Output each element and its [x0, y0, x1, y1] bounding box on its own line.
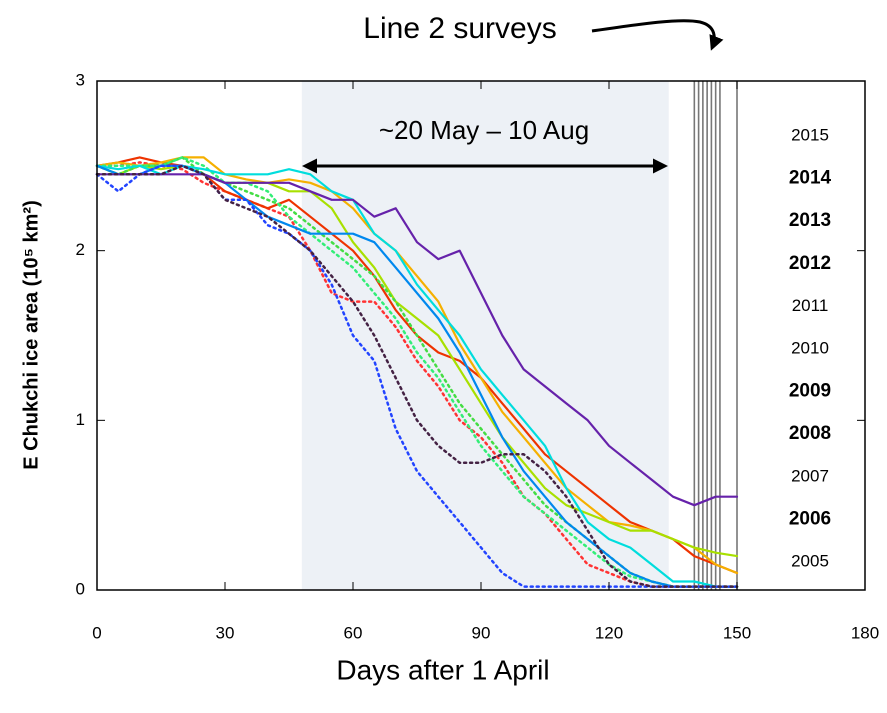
legend-label: 2010: [791, 338, 829, 357]
y-tick-label: 0: [76, 579, 85, 598]
span-annotation: ~20 May – 10 Aug: [379, 115, 589, 145]
legend-label: 2009: [789, 381, 831, 402]
shaded-span: [301, 81, 669, 590]
legend-label: 2011: [792, 296, 829, 315]
chart-title: Line 2 surveys: [363, 12, 556, 45]
x-tick-label: 60: [344, 623, 363, 642]
y-axis-label: E Chukchi ice area (10⁵ km²): [20, 200, 42, 470]
series-line: [95, 164, 739, 588]
legend-label: 2008: [789, 423, 831, 444]
y-tick-label: 2: [76, 240, 85, 259]
y-tick-label: 1: [76, 410, 85, 429]
legend-label: 2015: [791, 125, 829, 144]
x-tick-label: 30: [216, 623, 235, 642]
x-axis-label: Days after 1 April: [336, 654, 549, 685]
y-tick-label: 3: [76, 70, 85, 89]
x-tick-label: 90: [472, 623, 491, 642]
x-tick-label: 120: [595, 623, 623, 642]
legend-label: 2014: [789, 168, 832, 189]
series-line: [95, 156, 739, 588]
x-tick-label: 150: [723, 623, 751, 642]
x-tick-label: 0: [92, 623, 101, 642]
series-line: [95, 164, 739, 588]
x-tick-label: 180: [851, 623, 879, 642]
legend-label: 2013: [789, 210, 831, 231]
series-line: [95, 156, 739, 575]
legend-label: 2005: [791, 551, 829, 570]
survey-arrow: [591, 19, 724, 51]
legend-label: 2006: [789, 508, 831, 529]
legend-label: 2012: [789, 253, 831, 274]
legend-label: 2007: [791, 466, 829, 485]
